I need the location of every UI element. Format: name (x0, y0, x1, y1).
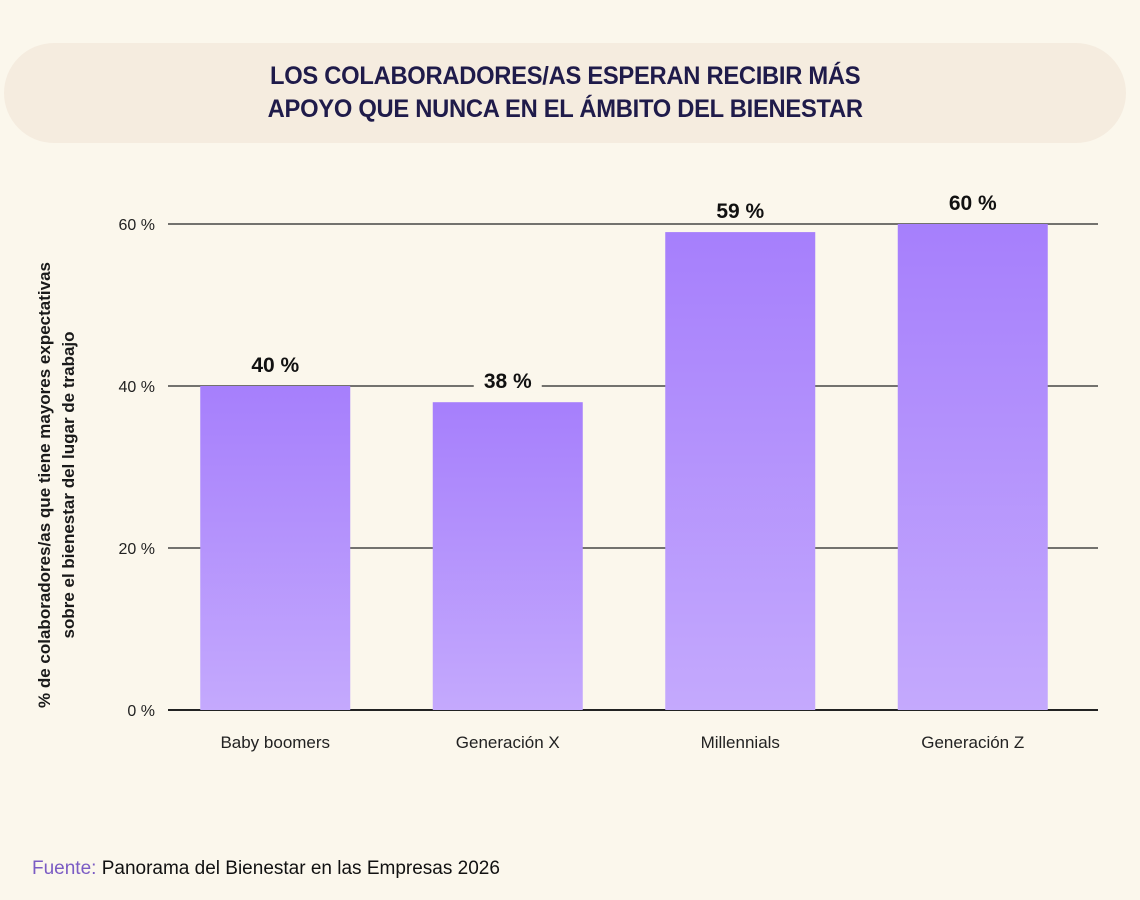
data-label-bg (938, 190, 1007, 214)
y-tick-label: 40 % (119, 379, 155, 396)
y-axis-label: % de colaboradores/as que tiene mayores … (35, 262, 54, 708)
y-axis-label-2: sobre el bienestar del lugar de trabajo (59, 331, 78, 638)
source-label: Fuente: (32, 858, 97, 879)
title-line-2: APOYO QUE NUNCA EN EL ÁMBITO DEL BIENEST… (267, 95, 863, 123)
x-tick-label: Millennials (701, 733, 780, 752)
bar (897, 224, 1048, 710)
y-tick-label: 60 % (119, 217, 155, 234)
title-line-1: LOS COLABORADORES/AS ESPERAN RECIBIR MÁS (269, 62, 861, 90)
source-note: Fuente: Panorama del Bienestar en las Em… (32, 858, 500, 880)
x-tick-label: Generación Z (921, 733, 1024, 752)
data-label: 59 % (716, 200, 764, 223)
bar (200, 386, 351, 710)
title-banner: LOS COLABORADORES/AS ESPERAN RECIBIR MÁS… (4, 43, 1126, 143)
data-label-bg (473, 368, 542, 393)
y-tick-label: 0 % (127, 703, 155, 720)
chart-title: LOS COLABORADORES/AS ESPERAN RECIBIR MÁS… (267, 60, 862, 126)
bar (665, 232, 816, 710)
x-tick-label: Baby boomers (220, 733, 330, 752)
y-tick-label: 20 % (119, 541, 155, 558)
source-text: Panorama del Bienestar en las Empresas 2… (96, 858, 500, 879)
data-label: 38 % (484, 370, 532, 393)
x-tick-label: Generación X (456, 733, 560, 752)
data-label: 60 % (949, 192, 997, 215)
data-label-bg (706, 198, 775, 223)
data-label: 40 % (251, 354, 299, 377)
bar (432, 402, 583, 710)
data-label-bg (241, 352, 310, 376)
